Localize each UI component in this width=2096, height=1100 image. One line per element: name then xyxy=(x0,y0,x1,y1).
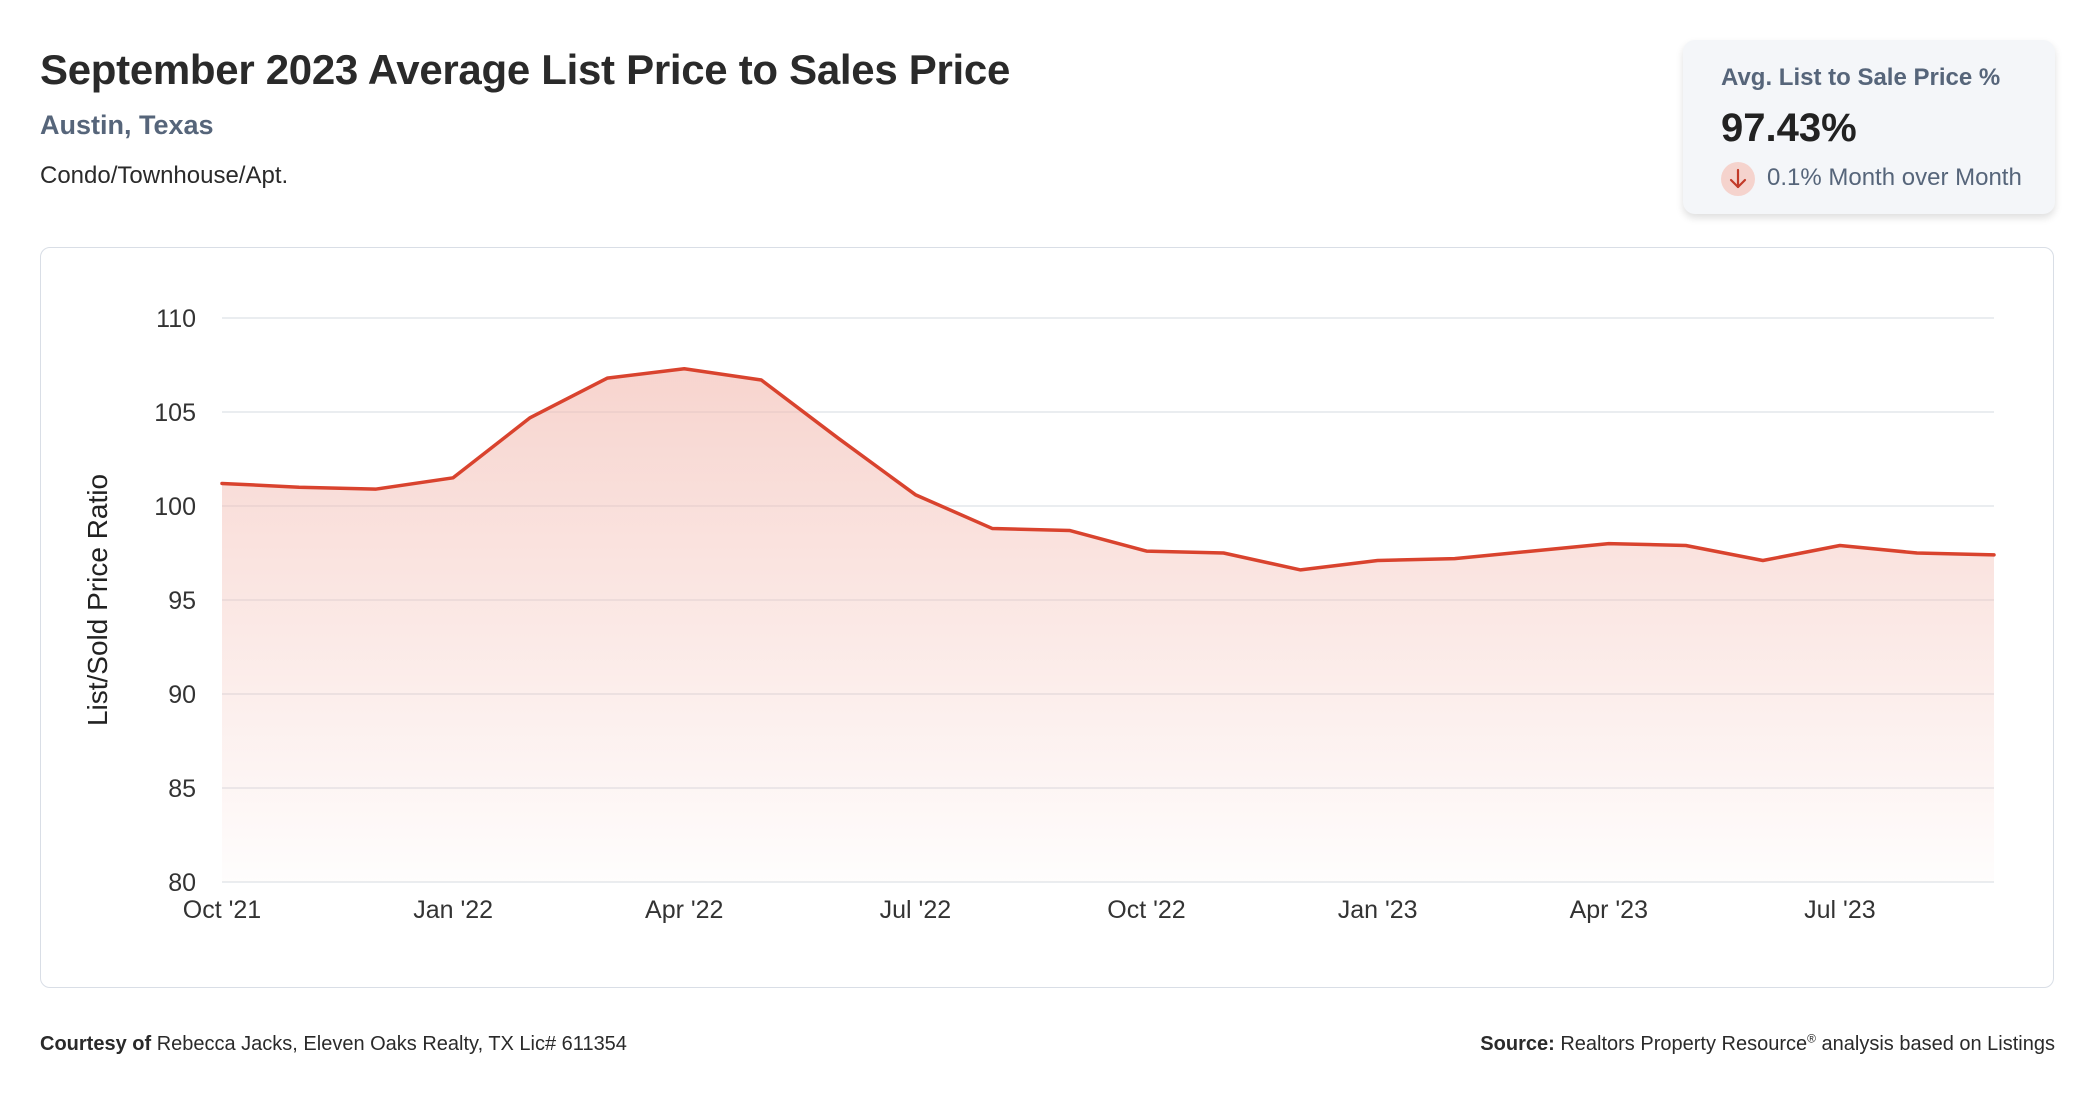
x-tick-label: Jul '22 xyxy=(880,896,951,924)
series-area xyxy=(222,368,1994,882)
stat-value: 97.43% xyxy=(1721,106,1857,150)
x-tick-label: Jan '23 xyxy=(1338,896,1418,924)
y-tick-label: 100 xyxy=(154,493,196,521)
series-line xyxy=(220,367,1996,572)
x-tick-label: Jan '22 xyxy=(413,896,493,924)
x-tick-label: Oct '22 xyxy=(1107,896,1185,924)
stat-change-text: 0.1% Month over Month xyxy=(1767,164,2022,191)
chart-container: 80 85 90 95 100 105 110 List/Sold Price Ratio Oc… xyxy=(40,247,2054,988)
location-label: Austin, Texas xyxy=(40,110,214,140)
x-tick-label: Apr '23 xyxy=(1570,896,1648,924)
y-tick-label: 95 xyxy=(168,587,196,615)
stat-label: Avg. List to Sale Price % xyxy=(1721,64,2001,91)
registered-mark: ® xyxy=(1807,1031,1816,1046)
y-tick-label: 80 xyxy=(168,869,196,897)
courtesy-footer: Courtesy of Rebecca Jacks, Eleven Oaks R… xyxy=(40,1033,627,1056)
y-axis-title: List/Sold Price Ratio xyxy=(82,474,113,726)
y-tick-label: 90 xyxy=(168,681,196,709)
source-text: Realtors Property Resource xyxy=(1560,1033,1808,1055)
y-tick-label: 105 xyxy=(154,399,196,427)
arrow-down-icon xyxy=(1721,162,1755,196)
source-label: Source: xyxy=(1480,1033,1555,1055)
y-tick-label: 85 xyxy=(168,775,196,803)
page-title: September 2023 Average List Price to Sal… xyxy=(40,46,1010,93)
source-text-suffix: analysis based on Listings xyxy=(1815,1033,2056,1055)
x-tick-label: Apr '22 xyxy=(645,896,723,924)
x-tick-label: Jul '23 xyxy=(1804,896,1875,924)
stat-card: Avg. List to Sale Price % 97.43% 0.1% Mo… xyxy=(1683,40,2055,214)
y-tick-label: 110 xyxy=(156,305,196,333)
source-footer: Source: Realtors Property Resource® anal… xyxy=(1480,1031,2056,1056)
courtesy-text: Rebecca Jacks, Eleven Oaks Realty, TX Li… xyxy=(156,1033,627,1055)
courtesy-label: Courtesy of xyxy=(40,1033,152,1055)
x-tick-label: Oct '21 xyxy=(183,896,261,924)
property-type-label: Condo/Townhouse/Apt. xyxy=(40,162,289,189)
area-chart: 80 85 90 95 100 105 110 List/Sold Price Ratio Oc… xyxy=(82,305,1996,924)
